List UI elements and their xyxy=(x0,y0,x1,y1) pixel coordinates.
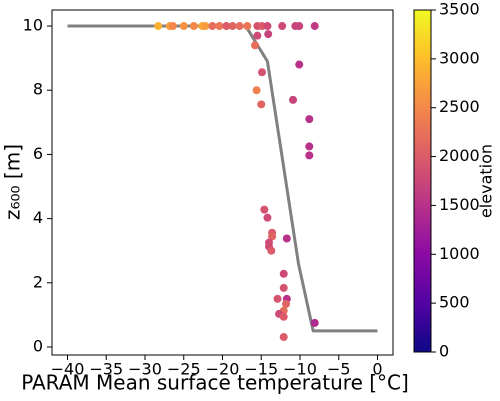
point xyxy=(263,213,272,222)
colorbar-tick-label: 0 xyxy=(439,342,449,361)
colorbar xyxy=(413,9,432,353)
point xyxy=(305,142,314,151)
point xyxy=(215,22,224,31)
x-tick-label: −20 xyxy=(206,360,240,379)
point xyxy=(235,22,244,31)
y-tick-label: 4 xyxy=(33,208,43,227)
x-tick-label: −10 xyxy=(283,360,317,379)
point xyxy=(267,246,276,255)
y-tick-label: 2 xyxy=(33,272,43,291)
x-tick-label: −30 xyxy=(128,360,162,379)
point xyxy=(179,22,188,31)
point xyxy=(310,318,319,327)
point xyxy=(273,294,282,303)
colorbar-tick-label: 3000 xyxy=(439,48,480,67)
point xyxy=(295,22,304,31)
x-tick-label: −25 xyxy=(167,360,201,379)
point xyxy=(305,115,314,124)
point xyxy=(279,333,288,342)
point xyxy=(201,22,210,31)
colorbar-tick-label: 3500 xyxy=(439,0,480,19)
point xyxy=(258,68,267,77)
x-tick-label: −40 xyxy=(51,360,85,379)
point xyxy=(251,41,260,50)
point xyxy=(154,22,163,31)
x-tick-label: −35 xyxy=(89,360,123,379)
point xyxy=(253,31,262,40)
x-axis-label: PARAM Mean surface temperature [°C] xyxy=(21,371,409,395)
point xyxy=(310,22,319,31)
colorbar-tick-label: 2000 xyxy=(439,146,480,165)
point xyxy=(279,269,288,278)
point xyxy=(289,95,298,104)
y-tick-label: 0 xyxy=(33,336,43,355)
point xyxy=(189,22,198,31)
point xyxy=(208,22,217,31)
plot-frame xyxy=(51,9,394,356)
point xyxy=(282,234,291,243)
y-axis-label: z₆₀₀ [m] xyxy=(1,144,25,220)
point xyxy=(279,283,288,292)
point xyxy=(295,60,304,69)
line xyxy=(67,24,378,333)
colorbar-label: elevation xyxy=(477,144,496,218)
colorbar-tick-label: 1500 xyxy=(439,195,480,214)
x-tick-label: 0 xyxy=(372,360,382,379)
point xyxy=(222,22,231,31)
point xyxy=(260,205,269,214)
colorbar-tick-label: 1000 xyxy=(439,244,480,263)
x-tick-label: −15 xyxy=(244,360,278,379)
colorbar-tick-label: 500 xyxy=(439,293,470,312)
point xyxy=(243,22,252,31)
point xyxy=(305,151,314,160)
point xyxy=(282,299,291,308)
y-tick-label: 6 xyxy=(33,144,43,163)
point xyxy=(252,86,261,95)
point xyxy=(279,312,288,321)
point xyxy=(228,22,237,31)
point xyxy=(268,232,277,241)
y-tick-label: 8 xyxy=(33,80,43,99)
point xyxy=(263,22,272,31)
x-tick-label: −5 xyxy=(327,360,351,379)
point xyxy=(257,100,266,109)
colorbar-tick-label: 2500 xyxy=(439,97,480,116)
point xyxy=(264,30,273,39)
point xyxy=(168,22,177,31)
y-tick-label: 10 xyxy=(23,16,43,35)
point xyxy=(278,22,287,31)
